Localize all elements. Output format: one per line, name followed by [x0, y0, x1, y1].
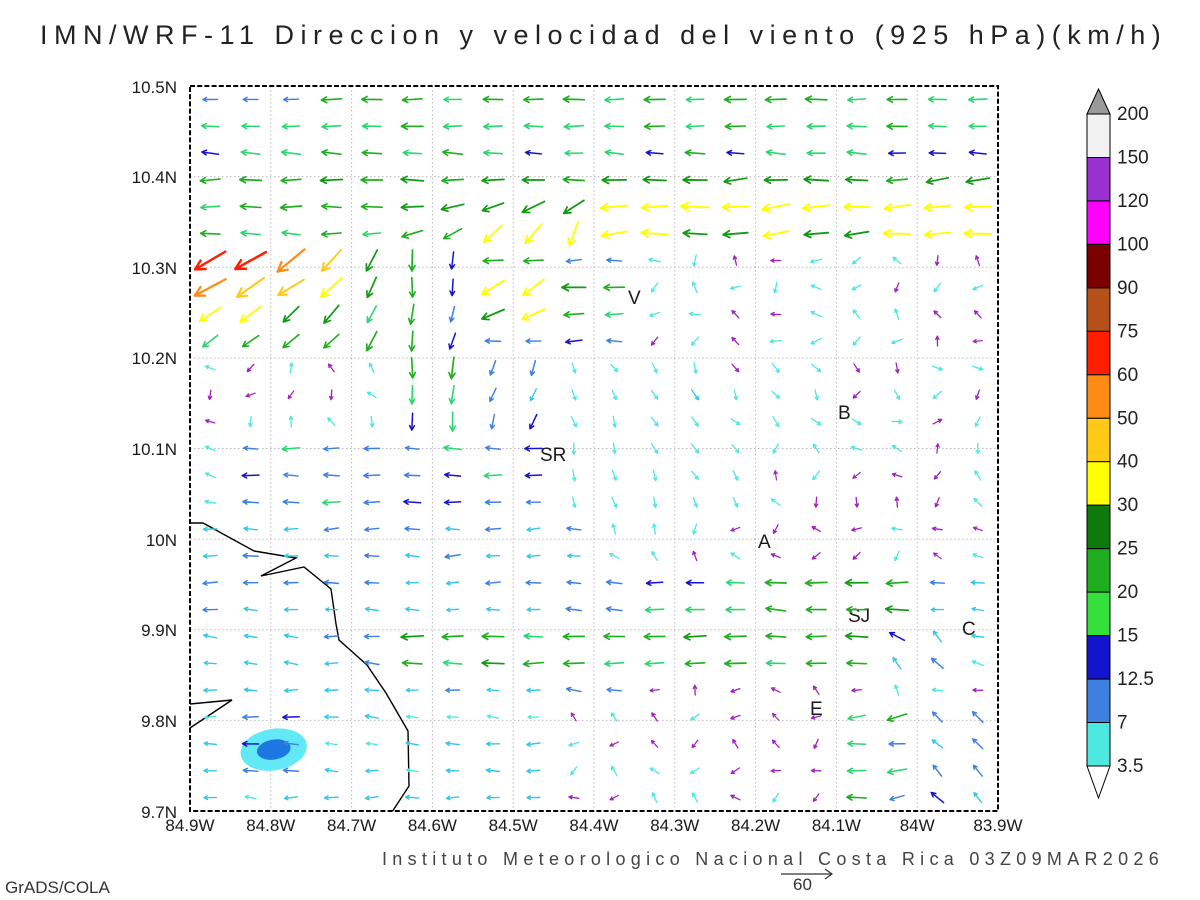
svg-text:60: 60: [1117, 365, 1138, 386]
svg-text:25: 25: [1117, 539, 1138, 560]
svg-text:75: 75: [1117, 321, 1138, 342]
svg-text:3.5: 3.5: [1117, 756, 1143, 777]
svg-text:15: 15: [1117, 626, 1138, 647]
svg-text:150: 150: [1117, 148, 1149, 169]
svg-text:50: 50: [1117, 408, 1138, 429]
svg-text:12.5: 12.5: [1117, 669, 1154, 690]
svg-text:90: 90: [1117, 278, 1138, 299]
svg-text:200: 200: [1117, 104, 1149, 125]
svg-text:30: 30: [1117, 495, 1138, 516]
svg-text:100: 100: [1117, 234, 1149, 255]
svg-text:120: 120: [1117, 191, 1149, 212]
svg-text:7: 7: [1117, 713, 1128, 734]
svg-text:40: 40: [1117, 452, 1138, 473]
svg-text:20: 20: [1117, 582, 1138, 603]
